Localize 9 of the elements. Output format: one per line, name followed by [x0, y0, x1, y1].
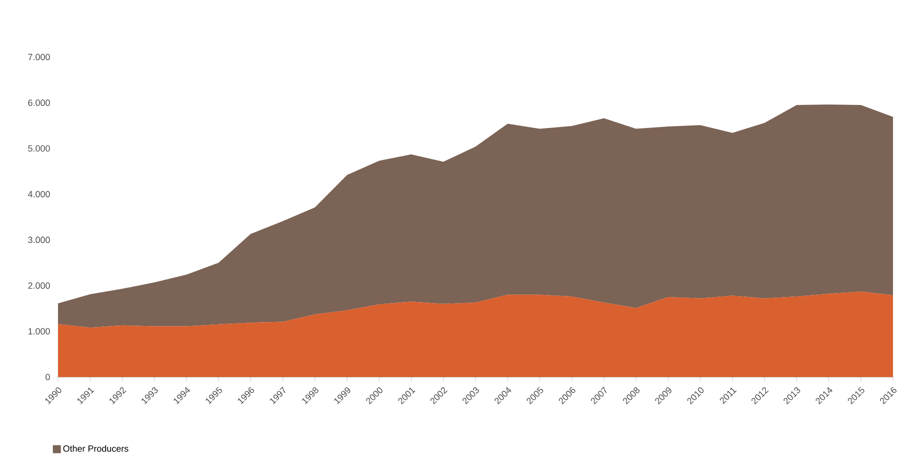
y-tick-label: 1.000 — [28, 328, 50, 334]
y-tick-label: 3.000 — [28, 236, 50, 244]
y-tick-label: 7.000 — [28, 54, 50, 60]
y-tick-label: 5.000 — [28, 145, 50, 152]
y-tick-label: 4.000 — [28, 190, 50, 198]
y-tick-label: 2.000 — [28, 282, 50, 289]
y-tick-label: 0 — [46, 374, 50, 380]
legend-label: Other Producers — [63, 445, 128, 452]
y-tick-label: 6.000 — [28, 100, 50, 106]
